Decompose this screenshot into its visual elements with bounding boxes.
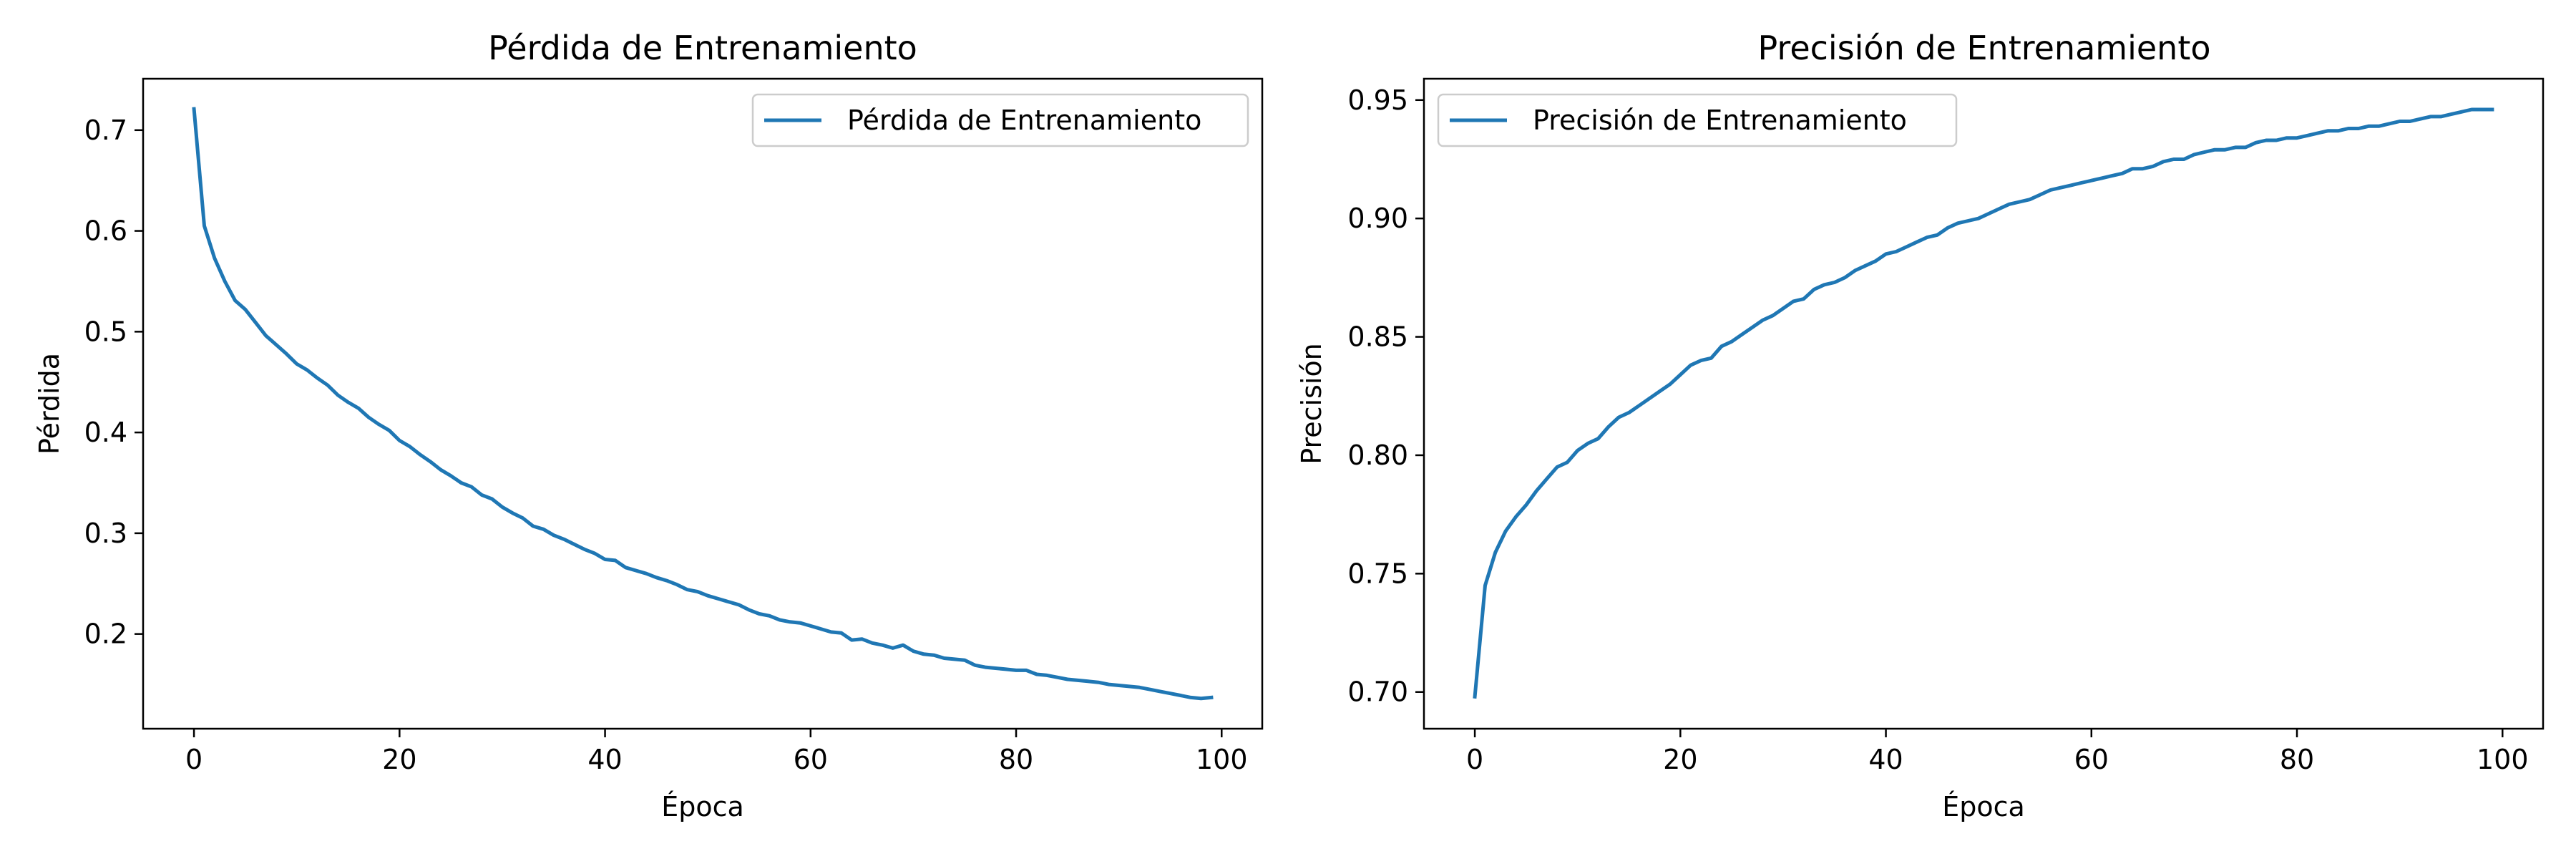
accuracy-x-ticks: 0 20 40 60 80 100	[1466, 729, 2529, 775]
accuracy-x-tick-label: 80	[2280, 744, 2314, 775]
accuracy-legend-box	[1437, 93, 1958, 147]
accuracy-y-tick-label: 0.75	[1347, 558, 1408, 589]
loss-x-tick-label: 40	[587, 744, 622, 775]
accuracy-series-line	[1473, 107, 2494, 699]
loss-y-tick-label: 0.2	[84, 618, 127, 650]
accuracy-y-tick-label: 0.95	[1347, 84, 1408, 116]
loss-x-tick-label: 80	[999, 744, 1033, 775]
accuracy-y-tick-label: 0.70	[1347, 676, 1408, 708]
accuracy-x-tick-label: 20	[1663, 744, 1697, 775]
accuracy-x-tick-label: 60	[2074, 744, 2109, 775]
accuracy-y-tick-label: 0.90	[1347, 203, 1408, 234]
loss-chart: Pérdida de Entrenamiento 0 20 40 60 80 100 0.…	[34, 29, 1264, 822]
loss-y-tick-label: 0.3	[84, 518, 127, 549]
accuracy-y-axis-label: Precisión	[1296, 343, 1327, 465]
loss-legend-box	[751, 93, 1249, 147]
accuracy-y-tick-label: 0.85	[1347, 321, 1408, 353]
accuracy-x-axis-label: Época	[1942, 791, 2025, 822]
accuracy-chart-title: Precisión de Entrenamiento	[1757, 29, 2210, 67]
loss-x-tick-label: 100	[1196, 744, 1248, 775]
accuracy-plot-frame	[1423, 77, 2545, 730]
loss-x-tick-label: 0	[185, 744, 203, 775]
accuracy-y-tick-label: 0.80	[1347, 440, 1408, 471]
loss-x-tick-label: 60	[794, 744, 828, 775]
loss-chart-title: Pérdida de Entrenamiento	[488, 29, 917, 67]
accuracy-x-tick-label: 0	[1466, 744, 1483, 775]
accuracy-legend-label: Precisión de Entrenamiento	[1533, 105, 1907, 136]
loss-y-tick-label: 0.6	[84, 215, 127, 247]
loss-x-tick-label: 20	[382, 744, 416, 775]
accuracy-y-ticks: 0.70 0.75 0.80 0.85 0.90 0.95	[1347, 84, 1424, 708]
accuracy-x-tick-label: 100	[2477, 744, 2529, 775]
loss-y-axis-label: Pérdida	[34, 353, 65, 455]
accuracy-legend: Precisión de Entrenamiento	[1437, 93, 1958, 147]
loss-series-line	[192, 107, 1214, 701]
loss-legend: Pérdida de Entrenamiento	[751, 93, 1249, 147]
loss-y-tick-label: 0.7	[84, 115, 127, 146]
loss-y-ticks: 0.2 0.3 0.4 0.5 0.6 0.7	[84, 115, 143, 650]
loss-x-ticks: 0 20 40 60 80 100	[185, 729, 1248, 775]
loss-plot-frame	[142, 77, 1264, 730]
accuracy-x-tick-label: 40	[1868, 744, 1903, 775]
accuracy-chart: Precisión de Entrenamiento 0 20 40 60 80 100 …	[1296, 29, 2545, 822]
loss-y-tick-label: 0.5	[84, 316, 127, 347]
loss-legend-label: Pérdida de Entrenamiento	[847, 105, 1201, 136]
loss-y-tick-label: 0.4	[84, 417, 127, 448]
loss-x-axis-label: Época	[661, 791, 744, 822]
